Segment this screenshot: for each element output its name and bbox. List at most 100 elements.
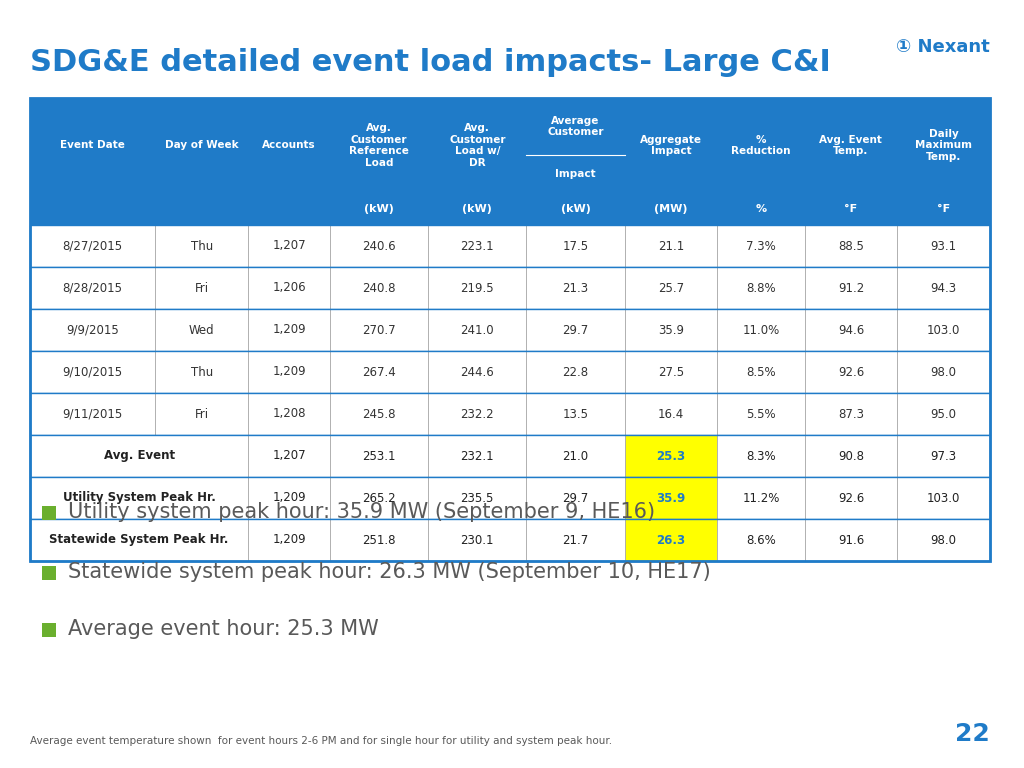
Bar bbox=[526, 519, 625, 561]
Bar bbox=[156, 225, 248, 267]
Text: Avg. Event
Temp.: Avg. Event Temp. bbox=[819, 134, 883, 157]
Text: 8/28/2015: 8/28/2015 bbox=[62, 282, 123, 294]
Text: 91.2: 91.2 bbox=[838, 282, 864, 294]
Text: 223.1: 223.1 bbox=[461, 240, 495, 253]
Bar bbox=[428, 98, 526, 193]
Text: 1,206: 1,206 bbox=[272, 282, 306, 294]
Bar bbox=[805, 477, 897, 519]
Bar bbox=[42, 623, 56, 637]
Bar bbox=[805, 309, 897, 351]
Bar bbox=[30, 519, 990, 561]
Text: 245.8: 245.8 bbox=[362, 408, 396, 421]
Text: 9/9/2015: 9/9/2015 bbox=[67, 323, 119, 336]
Text: 1,209: 1,209 bbox=[272, 366, 306, 379]
Text: Utility system peak hour: 35.9 MW (September 9, HE16): Utility system peak hour: 35.9 MW (Septe… bbox=[68, 502, 655, 522]
Bar bbox=[428, 435, 526, 477]
Bar bbox=[30, 267, 156, 309]
Bar bbox=[30, 267, 990, 309]
Bar bbox=[30, 393, 156, 435]
Text: 25.3: 25.3 bbox=[656, 449, 685, 462]
Text: 1,207: 1,207 bbox=[272, 449, 306, 462]
Text: 1,209: 1,209 bbox=[272, 534, 306, 547]
Text: 232.2: 232.2 bbox=[461, 408, 495, 421]
Bar bbox=[625, 519, 717, 561]
Bar bbox=[526, 435, 625, 477]
Text: 240.8: 240.8 bbox=[362, 282, 396, 294]
Bar bbox=[805, 351, 897, 393]
Text: 11.0%: 11.0% bbox=[742, 323, 779, 336]
Text: 8/27/2015: 8/27/2015 bbox=[62, 240, 123, 253]
Bar bbox=[428, 393, 526, 435]
Text: 251.8: 251.8 bbox=[362, 534, 396, 547]
Text: 35.9: 35.9 bbox=[657, 323, 684, 336]
Bar bbox=[30, 519, 248, 561]
Bar bbox=[330, 435, 428, 477]
Bar bbox=[30, 435, 248, 477]
Text: Fri: Fri bbox=[195, 282, 209, 294]
Text: 91.6: 91.6 bbox=[838, 534, 864, 547]
Text: 1,208: 1,208 bbox=[272, 408, 306, 421]
Text: Thu: Thu bbox=[190, 366, 213, 379]
Bar bbox=[805, 98, 897, 193]
Bar bbox=[30, 193, 156, 225]
Bar bbox=[248, 519, 330, 561]
Text: 27.5: 27.5 bbox=[657, 366, 684, 379]
Text: 235.5: 235.5 bbox=[461, 492, 494, 505]
Text: (kW): (kW) bbox=[462, 204, 493, 214]
Text: °F: °F bbox=[845, 204, 857, 214]
Text: 240.6: 240.6 bbox=[362, 240, 396, 253]
Bar bbox=[30, 98, 156, 193]
Bar bbox=[717, 267, 805, 309]
Bar bbox=[526, 477, 625, 519]
Text: 253.1: 253.1 bbox=[362, 449, 396, 462]
Text: °F: °F bbox=[937, 204, 950, 214]
Text: Fri: Fri bbox=[195, 408, 209, 421]
Text: 97.3: 97.3 bbox=[931, 449, 956, 462]
Bar bbox=[897, 193, 990, 225]
Text: %
Reduction: % Reduction bbox=[731, 134, 791, 157]
Text: 22: 22 bbox=[955, 722, 990, 746]
Text: 98.0: 98.0 bbox=[931, 366, 956, 379]
Bar bbox=[805, 193, 897, 225]
Bar bbox=[248, 393, 330, 435]
Bar bbox=[42, 566, 56, 580]
Text: 1,207: 1,207 bbox=[272, 240, 306, 253]
Text: 244.6: 244.6 bbox=[461, 366, 495, 379]
Bar bbox=[805, 435, 897, 477]
Text: Impact: Impact bbox=[555, 169, 596, 179]
Bar bbox=[717, 309, 805, 351]
Bar bbox=[805, 225, 897, 267]
Text: Avg. Event: Avg. Event bbox=[103, 449, 175, 462]
Bar bbox=[805, 393, 897, 435]
Text: 9/10/2015: 9/10/2015 bbox=[62, 366, 123, 379]
Text: 29.7: 29.7 bbox=[562, 323, 589, 336]
Text: 267.4: 267.4 bbox=[362, 366, 396, 379]
Bar bbox=[625, 225, 717, 267]
Text: 265.2: 265.2 bbox=[362, 492, 396, 505]
Bar bbox=[330, 193, 428, 225]
Bar bbox=[717, 225, 805, 267]
Bar bbox=[30, 351, 156, 393]
Text: 103.0: 103.0 bbox=[927, 492, 961, 505]
Bar bbox=[30, 225, 156, 267]
Text: 219.5: 219.5 bbox=[461, 282, 495, 294]
Text: 21.3: 21.3 bbox=[562, 282, 589, 294]
Bar bbox=[526, 267, 625, 309]
Bar bbox=[897, 393, 990, 435]
Text: 21.1: 21.1 bbox=[657, 240, 684, 253]
Bar bbox=[625, 351, 717, 393]
Text: 1,209: 1,209 bbox=[272, 492, 306, 505]
Text: 88.5: 88.5 bbox=[838, 240, 864, 253]
Text: Accounts: Accounts bbox=[262, 141, 315, 151]
Text: 270.7: 270.7 bbox=[362, 323, 396, 336]
Bar bbox=[897, 435, 990, 477]
Bar bbox=[805, 267, 897, 309]
Bar bbox=[248, 351, 330, 393]
Bar bbox=[428, 267, 526, 309]
Bar bbox=[717, 519, 805, 561]
Text: 93.1: 93.1 bbox=[931, 240, 956, 253]
Bar bbox=[248, 435, 330, 477]
Text: 230.1: 230.1 bbox=[461, 534, 494, 547]
Text: (MW): (MW) bbox=[654, 204, 688, 214]
Bar bbox=[526, 98, 625, 193]
